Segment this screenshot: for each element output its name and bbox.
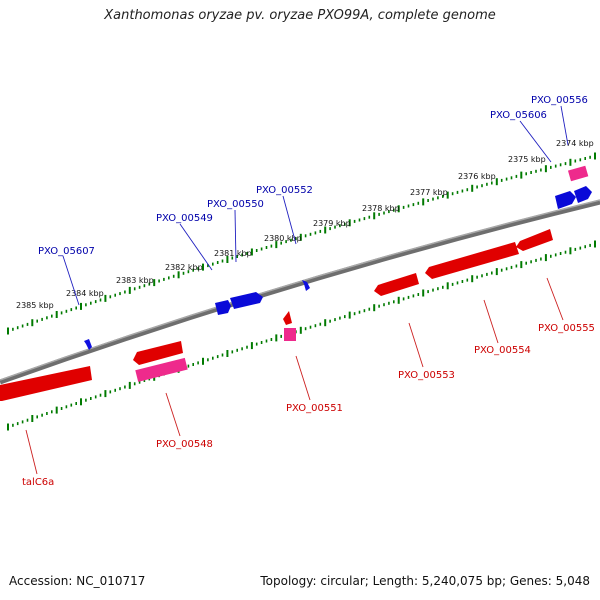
reverse-gene-labels: talC6a PXO_00548 PXO_00551 PXO_00553 PXO… <box>22 323 595 488</box>
topology-text: Topology: circular; Length: 5,240,075 bp… <box>260 574 590 588</box>
label-pxo-00553[interactable]: PXO_00553 <box>398 370 455 381</box>
label-pxo-00551[interactable]: PXO_00551 <box>286 403 343 414</box>
kbp-label-2374: 2374 kbp <box>556 139 594 148</box>
kbp-label-2378: 2378 kbp <box>362 204 400 213</box>
label-pxo-00552[interactable]: PXO_00552 <box>256 185 313 196</box>
cds-pxo-00556[interactable] <box>567 165 589 182</box>
genome-backbone <box>0 199 600 385</box>
kbp-label-2377: 2377 kbp <box>410 188 448 197</box>
inner-tick-track <box>7 240 596 431</box>
forward-leaders <box>62 105 569 306</box>
label-pxo-05606[interactable]: PXO_05606 <box>490 110 547 121</box>
label-pxo-00556[interactable]: PXO_00556 <box>531 95 588 106</box>
kbp-label-2379: 2379 kbp <box>313 219 351 228</box>
label-pxo-00548[interactable]: PXO_00548 <box>156 439 213 450</box>
cds-pxo-00551[interactable] <box>284 328 296 341</box>
gene-pxo-00548[interactable] <box>133 341 183 365</box>
label-pxo-00555[interactable]: PXO_00555 <box>538 323 595 334</box>
label-pxo-05607[interactable]: PXO_05607 <box>38 246 95 257</box>
label-pxo-00550[interactable]: PXO_00550 <box>207 199 264 210</box>
gene-pxo-00549[interactable] <box>215 300 231 315</box>
gene-talc6a[interactable] <box>0 366 92 401</box>
map-title: Xanthomonas oryzae pv. oryzae PXO99A, co… <box>104 8 496 23</box>
forward-genes <box>84 165 592 350</box>
kbp-label-2380: 2380 kbp <box>264 234 302 243</box>
reverse-genes <box>0 229 553 401</box>
gene-pxo-00555[interactable] <box>516 229 553 251</box>
kbp-label-2376: 2376 kbp <box>458 172 496 181</box>
label-pxo-00549[interactable]: PXO_00549 <box>156 213 213 224</box>
outer-tick-track <box>7 152 596 335</box>
gene-pxo-00550[interactable] <box>230 292 263 309</box>
kbp-label-2383: 2383 kbp <box>116 276 154 285</box>
gene-pxo-00551[interactable] <box>283 311 292 325</box>
kbp-labels: 2385 kbp 2384 kbp 2383 kbp 2382 kbp 2381… <box>16 139 594 310</box>
gene-pxo-00553[interactable] <box>374 273 419 296</box>
gene-pxo-00556[interactable] <box>574 186 592 203</box>
kbp-label-2382: 2382 kbp <box>165 263 203 272</box>
kbp-label-2384: 2384 kbp <box>66 289 104 298</box>
accession-text: Accession: NC_010717 <box>9 574 146 588</box>
reverse-leaders <box>25 277 564 475</box>
label-pxo-00554[interactable]: PXO_00554 <box>474 345 531 356</box>
forward-gene-labels: PXO_05607 PXO_00549 PXO_00550 PXO_00552 … <box>38 95 588 257</box>
label-talc6a[interactable]: talC6a <box>22 477 54 488</box>
gene-pxo-05607[interactable] <box>84 339 92 350</box>
gene-pxo-00554[interactable] <box>425 242 519 279</box>
gene-pxo-05606[interactable] <box>555 191 576 209</box>
cds-pxo-00548[interactable] <box>135 357 188 382</box>
kbp-label-2381: 2381 kbp <box>214 249 252 258</box>
gene-pxo-00552[interactable] <box>302 280 310 291</box>
kbp-label-2385: 2385 kbp <box>16 301 54 310</box>
kbp-label-2375: 2375 kbp <box>508 155 546 164</box>
